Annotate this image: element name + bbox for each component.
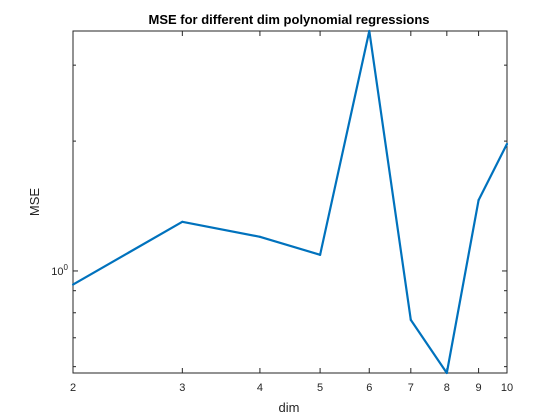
chart-title: MSE for different dim polynomial regress… (149, 12, 430, 27)
x-tick-label: 7 (408, 382, 414, 394)
y-tick-label-base: 10 (51, 266, 63, 278)
plot-frame (72, 30, 508, 374)
data-point (477, 198, 480, 202)
data-point (445, 371, 448, 375)
x-tick-label: 4 (257, 382, 263, 394)
x-tick-label: 10 (501, 382, 513, 394)
x-tick-label: 9 (476, 382, 482, 394)
data-point (409, 318, 412, 322)
data-point (71, 283, 75, 286)
y-axis-label: MSE (27, 188, 42, 217)
x-axis-label: dim (279, 400, 300, 415)
x-tick-label: 8 (444, 382, 450, 394)
data-point (368, 29, 371, 33)
data-point (505, 142, 509, 146)
x-tick-label: 5 (317, 382, 323, 394)
y-tick-label: 100 (51, 263, 68, 278)
y-tick-label-exponent: 0 (64, 263, 69, 272)
x-tick-label: 6 (366, 382, 372, 394)
data-point (181, 220, 184, 223)
x-tick-label: 2 (70, 382, 76, 394)
data-point (258, 235, 262, 238)
x-tick-label: 3 (179, 382, 185, 394)
data-point (318, 253, 322, 256)
